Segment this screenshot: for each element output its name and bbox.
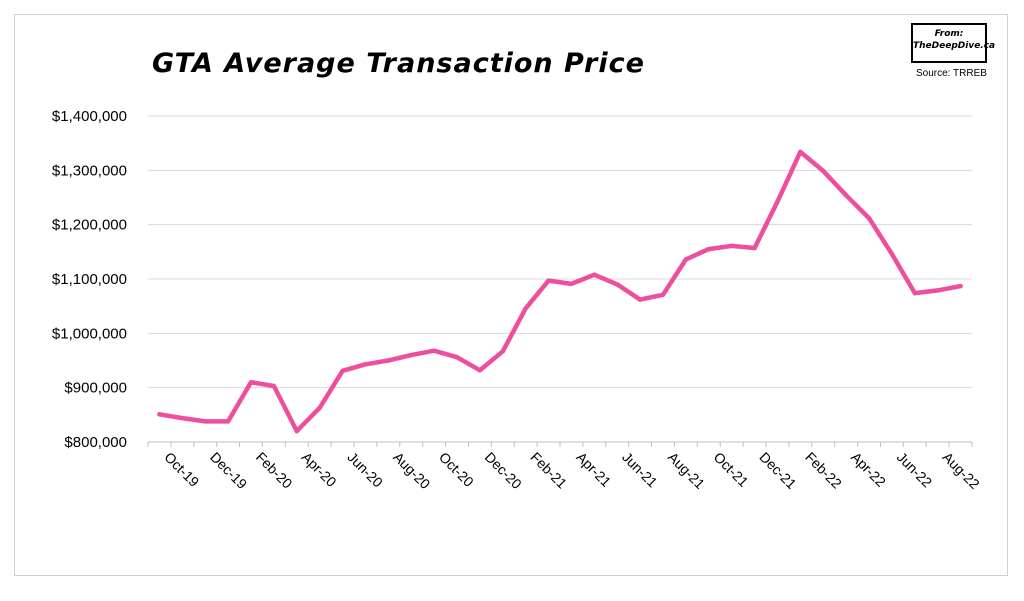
x-tick-label: Aug-21 bbox=[665, 449, 708, 492]
logo-from-text: From: bbox=[934, 29, 964, 39]
x-tick-label: Dec-21 bbox=[756, 449, 799, 492]
data-point bbox=[180, 415, 185, 421]
x-tick-label: Oct-20 bbox=[436, 449, 477, 490]
data-point bbox=[729, 243, 734, 249]
data-point bbox=[271, 383, 277, 389]
data-point bbox=[546, 278, 551, 283]
data-point bbox=[454, 355, 460, 360]
data-point bbox=[157, 412, 162, 417]
x-tick-label: Jun-21 bbox=[619, 449, 661, 491]
data-point bbox=[409, 352, 414, 358]
y-tick-label: $1,300,000 bbox=[52, 162, 127, 179]
data-point bbox=[637, 297, 643, 302]
data-point bbox=[843, 193, 849, 198]
y-tick-label: $1,400,000 bbox=[52, 108, 127, 125]
data-point bbox=[500, 349, 505, 354]
chart-frame bbox=[14, 14, 1008, 576]
source-note: Source: TRREB bbox=[916, 68, 987, 79]
data-point bbox=[225, 419, 231, 424]
y-tick-label: $900,000 bbox=[64, 380, 127, 397]
data-point bbox=[958, 283, 963, 289]
data-point bbox=[569, 281, 574, 287]
x-tick-label: Jun-22 bbox=[894, 449, 936, 491]
data-point bbox=[203, 419, 208, 424]
data-point bbox=[431, 348, 437, 353]
y-tick-label: $1,100,000 bbox=[52, 271, 127, 288]
x-tick-label: Apr-20 bbox=[299, 449, 340, 490]
data-point bbox=[523, 306, 528, 311]
x-tick-label: Aug-22 bbox=[940, 449, 983, 492]
x-tick-label: Apr-22 bbox=[848, 449, 889, 490]
y-tick-label: $1,200,000 bbox=[52, 217, 127, 234]
data-point bbox=[798, 149, 803, 155]
data-point bbox=[683, 257, 689, 262]
data-point bbox=[363, 362, 368, 367]
data-point bbox=[935, 288, 940, 293]
data-point bbox=[317, 405, 322, 410]
data-point bbox=[294, 428, 299, 434]
gridlines bbox=[148, 115, 972, 389]
x-tick-label: Oct-21 bbox=[711, 449, 752, 490]
x-axis: Oct-19 Dec-19 Feb-20 Apr-20 Jun-20 Aug-20 Oct-… bbox=[147, 441, 983, 492]
data-point bbox=[592, 272, 597, 277]
y-tick-label: $800,000 bbox=[64, 434, 127, 451]
logo-site-text: TheDeepDive.ca bbox=[913, 41, 996, 51]
chart-title: GTA Average Transaction Price bbox=[152, 48, 645, 79]
data-point bbox=[340, 368, 345, 374]
x-tick-label: Dec-20 bbox=[482, 449, 525, 492]
series-line bbox=[157, 149, 963, 434]
data-point bbox=[706, 246, 711, 252]
y-tick-label: $1,000,000 bbox=[52, 325, 127, 342]
x-tick-label: Feb-22 bbox=[802, 449, 845, 492]
series bbox=[157, 149, 963, 434]
logo: From: TheDeepDive.ca bbox=[911, 23, 996, 63]
x-tick-label: Aug-20 bbox=[390, 449, 433, 492]
x-tick-label: Apr-21 bbox=[573, 449, 614, 490]
data-point bbox=[821, 168, 826, 174]
data-point bbox=[912, 290, 917, 296]
x-tick-label: Feb-21 bbox=[528, 449, 571, 492]
data-point bbox=[752, 245, 757, 251]
data-point bbox=[889, 251, 895, 257]
data-point bbox=[866, 215, 872, 221]
data-point bbox=[660, 292, 666, 297]
data-point bbox=[248, 380, 254, 385]
data-point bbox=[615, 282, 620, 287]
data-point bbox=[477, 368, 483, 373]
x-tick-label: Feb-20 bbox=[253, 449, 296, 492]
x-tick-label: Dec-19 bbox=[207, 449, 250, 492]
y-axis: $800,000 $900,000 $1,000,000 $1,100,000 $1,2… bbox=[52, 108, 127, 451]
x-tick-label: Jun-20 bbox=[344, 449, 386, 491]
data-point bbox=[775, 199, 780, 205]
data-point bbox=[386, 358, 391, 363]
x-tick-label: Oct-19 bbox=[161, 449, 202, 490]
